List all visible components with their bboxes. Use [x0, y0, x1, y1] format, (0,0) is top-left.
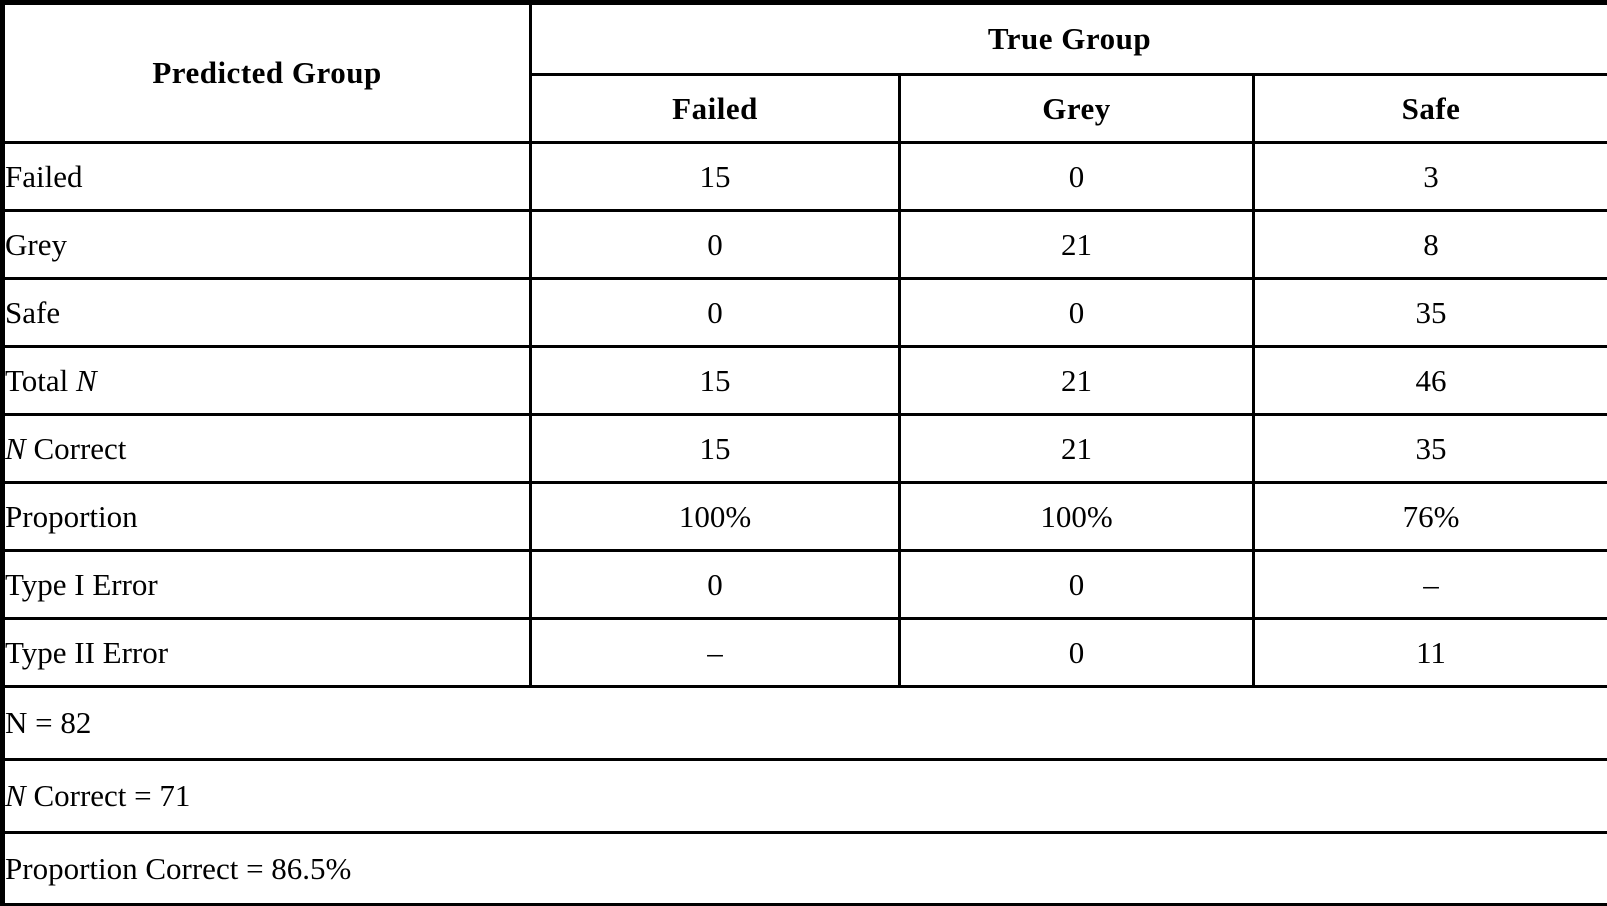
cell-value: 0	[529, 549, 901, 620]
cell-value: 15	[529, 141, 901, 212]
table-row-predicted-safe: Safe 0 0 35	[1, 277, 1607, 348]
row-label: Type I Error	[1, 549, 532, 620]
cell-value: 35	[1251, 413, 1607, 484]
row-label-text: Type II Error	[5, 634, 169, 670]
row-label-italic: N	[5, 430, 26, 466]
row-label: Failed	[1, 141, 532, 212]
cell-value: 0	[898, 549, 1255, 620]
table-row-predicted-failed: Failed 15 0 3	[1, 141, 1607, 212]
summary-row-n-correct: N Correct = 71	[0, 758, 1607, 834]
cell-value: 0	[529, 277, 901, 348]
summary-total-n: N = 82	[0, 685, 1607, 761]
row-label-italic: N	[76, 362, 97, 398]
cell-value: –	[1251, 549, 1607, 620]
row-label-text: Total	[5, 362, 77, 398]
cell-value: 0	[898, 141, 1255, 212]
row-label: Grey	[1, 209, 532, 280]
row-label-text: Grey	[5, 226, 67, 262]
row-label-text: Proportion	[5, 498, 138, 534]
table-row-n-correct: N Correct 15 21 35	[1, 413, 1607, 484]
summary-italic: N	[5, 778, 26, 813]
column-header-grey: Grey	[898, 73, 1255, 144]
cell-value: 3	[1251, 141, 1607, 212]
table-row-predicted-grey: Grey 0 21 8	[1, 209, 1607, 280]
cell-value: 0	[529, 209, 901, 280]
cell-value: 0	[898, 277, 1255, 348]
row-label: Total N	[1, 345, 532, 416]
cell-value: 46	[1251, 345, 1607, 416]
cell-value: 15	[529, 413, 901, 484]
row-label: N Correct	[1, 413, 532, 484]
row-label: Safe	[1, 277, 532, 348]
row-label: Proportion	[1, 481, 532, 552]
cell-value: 35	[1251, 277, 1607, 348]
cell-value: 0	[898, 617, 1255, 688]
cell-value: 100%	[529, 481, 901, 552]
row-label: Type II Error	[1, 617, 532, 688]
summary-proportion-correct: Proportion Correct = 86.5%	[0, 831, 1607, 906]
cell-value: 8	[1251, 209, 1607, 280]
cell-value: 21	[898, 345, 1255, 416]
table-row-proportion: Proportion 100% 100% 76%	[1, 481, 1607, 552]
row-label-text: Failed	[5, 158, 83, 194]
cell-value: 21	[898, 413, 1255, 484]
row-label-suffix: Correct	[25, 430, 127, 466]
cell-value: 15	[529, 345, 901, 416]
cell-value: 76%	[1251, 481, 1607, 552]
summary-row-total-n: N = 82	[0, 685, 1607, 761]
cell-value: 21	[898, 209, 1255, 280]
summary-text: Proportion Correct = 86.5%	[5, 850, 352, 886]
predicted-group-header: Predicted Group	[1, 1, 532, 144]
row-label-text: Type I Error	[5, 566, 158, 602]
row-label-text: Safe	[5, 294, 61, 330]
column-header-failed: Failed	[529, 73, 901, 144]
summary-text: N = 82	[5, 705, 92, 740]
summary-suffix: Correct = 71	[25, 778, 191, 813]
summary-row-proportion-correct: Proportion Correct = 86.5%	[0, 831, 1607, 906]
cell-value: –	[529, 617, 901, 688]
column-header-safe: Safe	[1251, 73, 1607, 144]
true-group-header: True Group	[528, 1, 1607, 76]
summary-n-correct: N Correct = 71	[0, 758, 1607, 834]
cell-value: 11	[1251, 617, 1607, 688]
table-row-total-n: Total N 15 21 46	[1, 345, 1607, 416]
table-row-type-1-error: Type I Error 0 0 –	[1, 549, 1607, 620]
cell-value: 100%	[898, 481, 1255, 552]
table-row-type-2-error: Type II Error – 0 11	[1, 617, 1607, 688]
